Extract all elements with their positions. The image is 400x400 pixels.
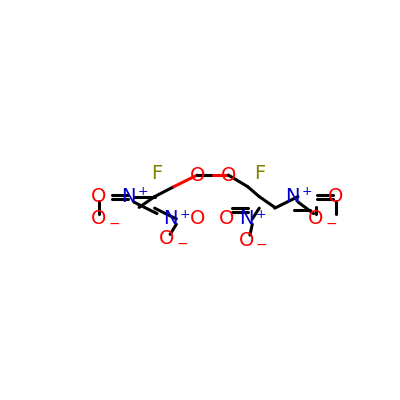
- Text: O: O: [158, 230, 174, 248]
- Text: O: O: [219, 210, 234, 228]
- Text: −: −: [325, 216, 337, 230]
- Text: F: F: [151, 164, 162, 183]
- Text: N: N: [121, 187, 136, 206]
- Text: N: N: [239, 210, 253, 228]
- Text: +: +: [255, 208, 266, 221]
- Text: +: +: [180, 208, 190, 221]
- Text: O: O: [238, 231, 254, 250]
- Text: F: F: [254, 164, 265, 183]
- Text: −: −: [108, 216, 120, 230]
- Text: O: O: [190, 166, 205, 184]
- Text: O: O: [308, 210, 324, 228]
- Text: O: O: [91, 210, 106, 228]
- Text: −: −: [255, 238, 267, 252]
- Text: O: O: [328, 187, 344, 206]
- Text: O: O: [190, 210, 205, 228]
- Text: +: +: [302, 186, 312, 198]
- Text: O: O: [91, 187, 106, 206]
- Text: +: +: [138, 186, 148, 198]
- Text: N: N: [285, 187, 300, 206]
- Text: −: −: [176, 236, 188, 250]
- Text: N: N: [163, 210, 177, 228]
- Text: O: O: [220, 166, 236, 184]
